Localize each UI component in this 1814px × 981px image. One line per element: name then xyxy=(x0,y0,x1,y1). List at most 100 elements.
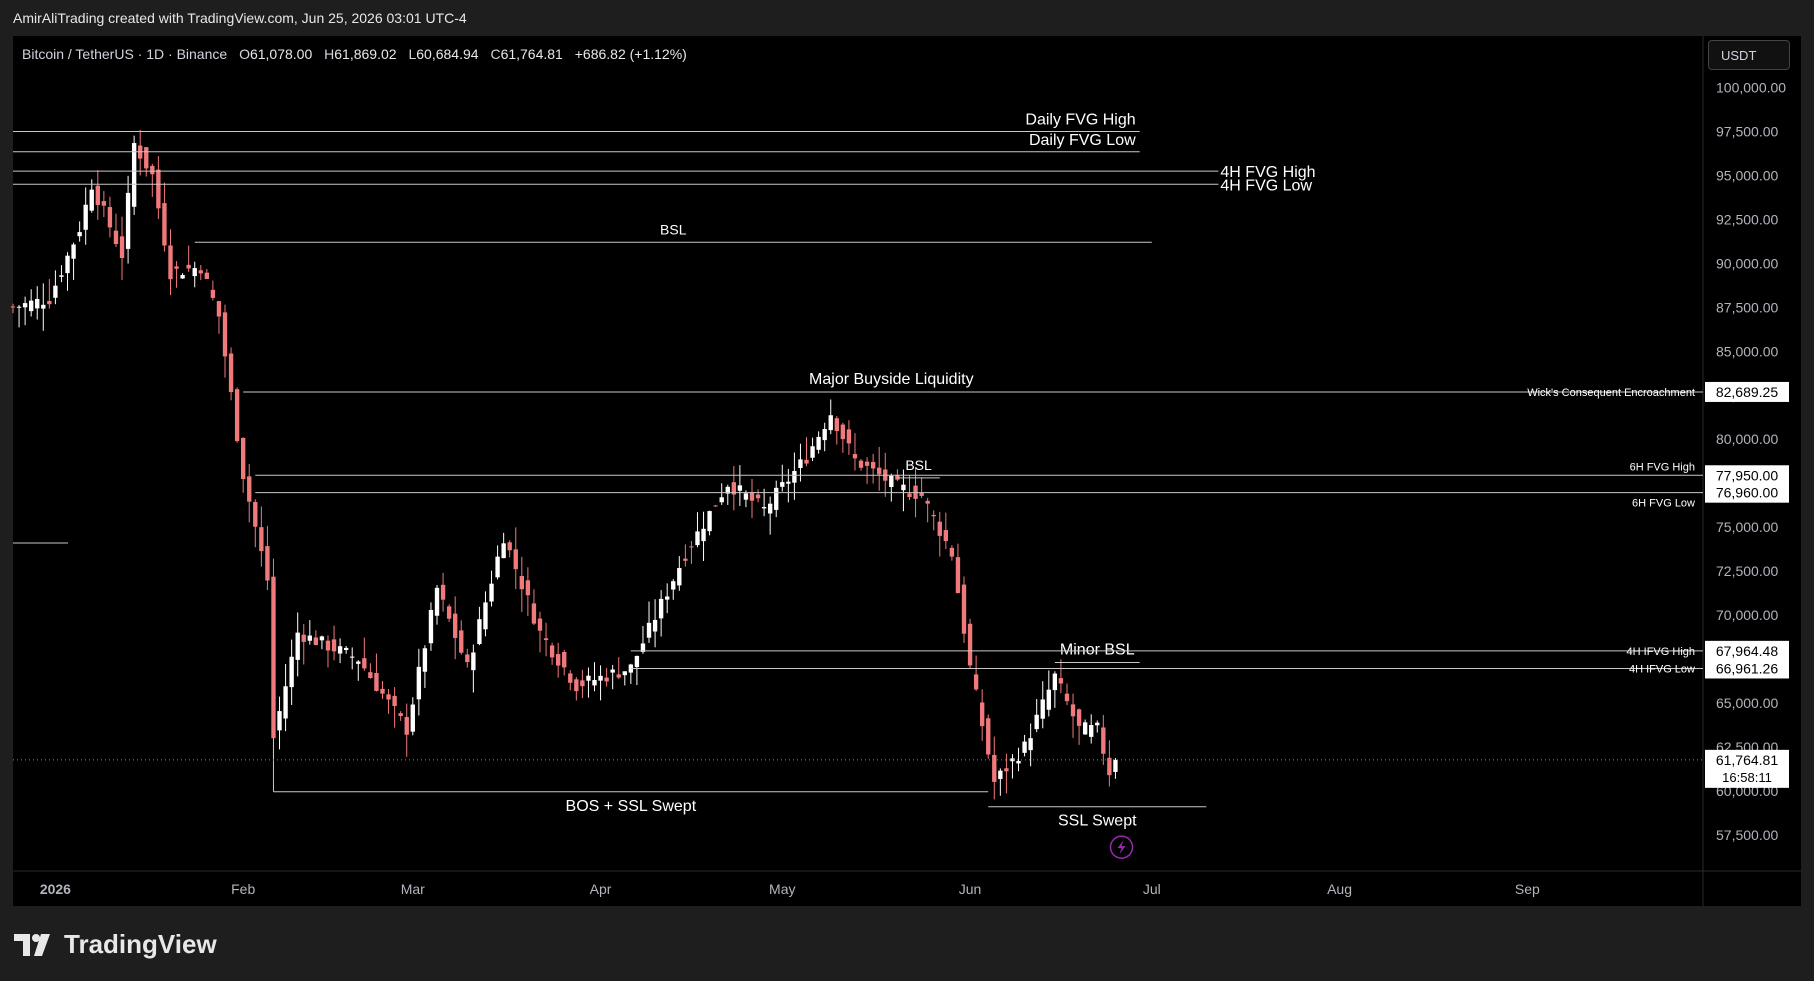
candle-body[interactable] xyxy=(658,598,664,619)
lightning-icon[interactable] xyxy=(1109,835,1134,859)
candle-body[interactable] xyxy=(858,460,864,468)
candle-body[interactable] xyxy=(95,185,100,206)
candle-body[interactable] xyxy=(767,503,773,514)
candle-body[interactable] xyxy=(410,704,415,732)
candle-body[interactable] xyxy=(83,204,88,230)
candle-body[interactable] xyxy=(925,500,930,504)
candle-body[interactable] xyxy=(907,493,912,498)
candle-body[interactable] xyxy=(731,482,737,495)
candle-body[interactable] xyxy=(774,487,779,510)
candle-body[interactable] xyxy=(16,306,22,308)
candle-body[interactable] xyxy=(640,643,646,652)
candle-body[interactable] xyxy=(119,236,125,259)
candle-body[interactable] xyxy=(477,619,482,645)
candle-body[interactable] xyxy=(749,492,755,501)
candle-body[interactable] xyxy=(555,654,561,666)
candle-body[interactable] xyxy=(1082,722,1088,735)
candle-body[interactable] xyxy=(446,606,452,619)
candle-body[interactable] xyxy=(434,587,440,616)
candle-body[interactable] xyxy=(277,711,282,731)
candle-body[interactable] xyxy=(870,461,876,469)
candle-body[interactable] xyxy=(28,300,34,312)
candle-body[interactable] xyxy=(289,656,294,688)
candle-body[interactable] xyxy=(422,648,428,672)
candle-body[interactable] xyxy=(307,635,312,641)
candle-body[interactable] xyxy=(1076,709,1082,726)
candle-body[interactable] xyxy=(168,245,173,280)
candle-body[interactable] xyxy=(792,470,797,483)
candle-body[interactable] xyxy=(967,623,973,666)
candle-body[interactable] xyxy=(931,514,936,517)
candle-body[interactable] xyxy=(174,266,179,269)
candle-body[interactable] xyxy=(1089,725,1094,737)
candle-body[interactable] xyxy=(1064,693,1070,702)
candle-body[interactable] xyxy=(77,232,82,237)
candle-body[interactable] xyxy=(156,169,161,209)
candle-body[interactable] xyxy=(646,622,652,638)
candle-body[interactable] xyxy=(186,264,191,269)
candle-body[interactable] xyxy=(59,275,64,277)
candle-body[interactable] xyxy=(489,583,494,602)
candle-body[interactable] xyxy=(337,646,343,654)
candle-body[interactable] xyxy=(247,476,252,502)
candle-body[interactable] xyxy=(507,542,512,551)
chart-pane[interactable] xyxy=(13,36,1801,906)
candle-body[interactable] xyxy=(919,492,924,496)
candle-body[interactable] xyxy=(113,230,119,245)
candle-body[interactable] xyxy=(780,482,785,487)
candle-body[interactable] xyxy=(216,301,222,317)
candle-body[interactable] xyxy=(549,645,555,658)
candle-body[interactable] xyxy=(380,688,385,694)
candle-body[interactable] xyxy=(198,270,203,274)
candle-body[interactable] xyxy=(374,672,379,691)
candle-body[interactable] xyxy=(180,274,185,279)
candle-body[interactable] xyxy=(592,680,597,686)
candle-body[interactable] xyxy=(283,686,288,719)
tradingview-logo[interactable]: TradingView xyxy=(14,929,217,960)
candle-body[interactable] xyxy=(761,506,767,509)
candle-body[interactable] xyxy=(846,429,852,444)
candle-body[interactable] xyxy=(864,461,870,466)
candle-body[interactable] xyxy=(652,619,658,632)
candle-body[interactable] xyxy=(1058,678,1064,684)
candle-body[interactable] xyxy=(943,530,949,542)
candle-body[interactable] xyxy=(53,285,58,298)
candle-body[interactable] xyxy=(271,576,276,739)
candle-body[interactable] xyxy=(483,602,488,630)
candle-body[interactable] xyxy=(713,505,718,507)
candle-body[interactable] xyxy=(707,511,712,532)
candle-body[interactable] xyxy=(222,312,228,357)
candle-body[interactable] xyxy=(107,207,113,228)
candle-body[interactable] xyxy=(665,596,670,600)
candle-body[interactable] xyxy=(1016,760,1021,764)
candle-body[interactable] xyxy=(350,656,355,658)
candle-body[interactable] xyxy=(810,446,815,458)
candle-body[interactable] xyxy=(901,484,906,491)
candle-body[interactable] xyxy=(22,303,28,308)
candle-body[interactable] xyxy=(234,389,240,442)
candle-body[interactable] xyxy=(961,584,967,634)
candle-body[interactable] xyxy=(416,666,422,700)
candle-body[interactable] xyxy=(319,636,325,641)
candle-body[interactable] xyxy=(131,143,137,207)
candle-body[interactable] xyxy=(228,353,234,393)
candle-body[interactable] xyxy=(671,581,676,590)
candle-body[interactable] xyxy=(689,546,694,548)
candle-body[interactable] xyxy=(840,424,846,440)
candle-body[interactable] xyxy=(259,527,264,552)
symbol-name[interactable]: Bitcoin / TetherUS · 1D · Binance xyxy=(22,46,228,62)
candle-body[interactable] xyxy=(101,201,107,206)
candle-body[interactable] xyxy=(404,717,409,735)
candle-body[interactable] xyxy=(1095,722,1100,726)
candle-body[interactable] xyxy=(616,674,621,678)
candle-body[interactable] xyxy=(471,652,476,671)
candle-body[interactable] xyxy=(1101,727,1106,754)
candle-body[interactable] xyxy=(1034,714,1039,730)
candle-body[interactable] xyxy=(150,165,155,175)
candlestick-chart[interactable]: 100,000.00 97,500.00 95,000.00 92,500.00 90,… xyxy=(0,0,1814,906)
candle-body[interactable] xyxy=(440,584,446,600)
candle-body[interactable] xyxy=(979,702,985,727)
candle-body[interactable] xyxy=(453,613,458,638)
candle-body[interactable] xyxy=(622,671,627,676)
candle-body[interactable] xyxy=(343,647,349,651)
